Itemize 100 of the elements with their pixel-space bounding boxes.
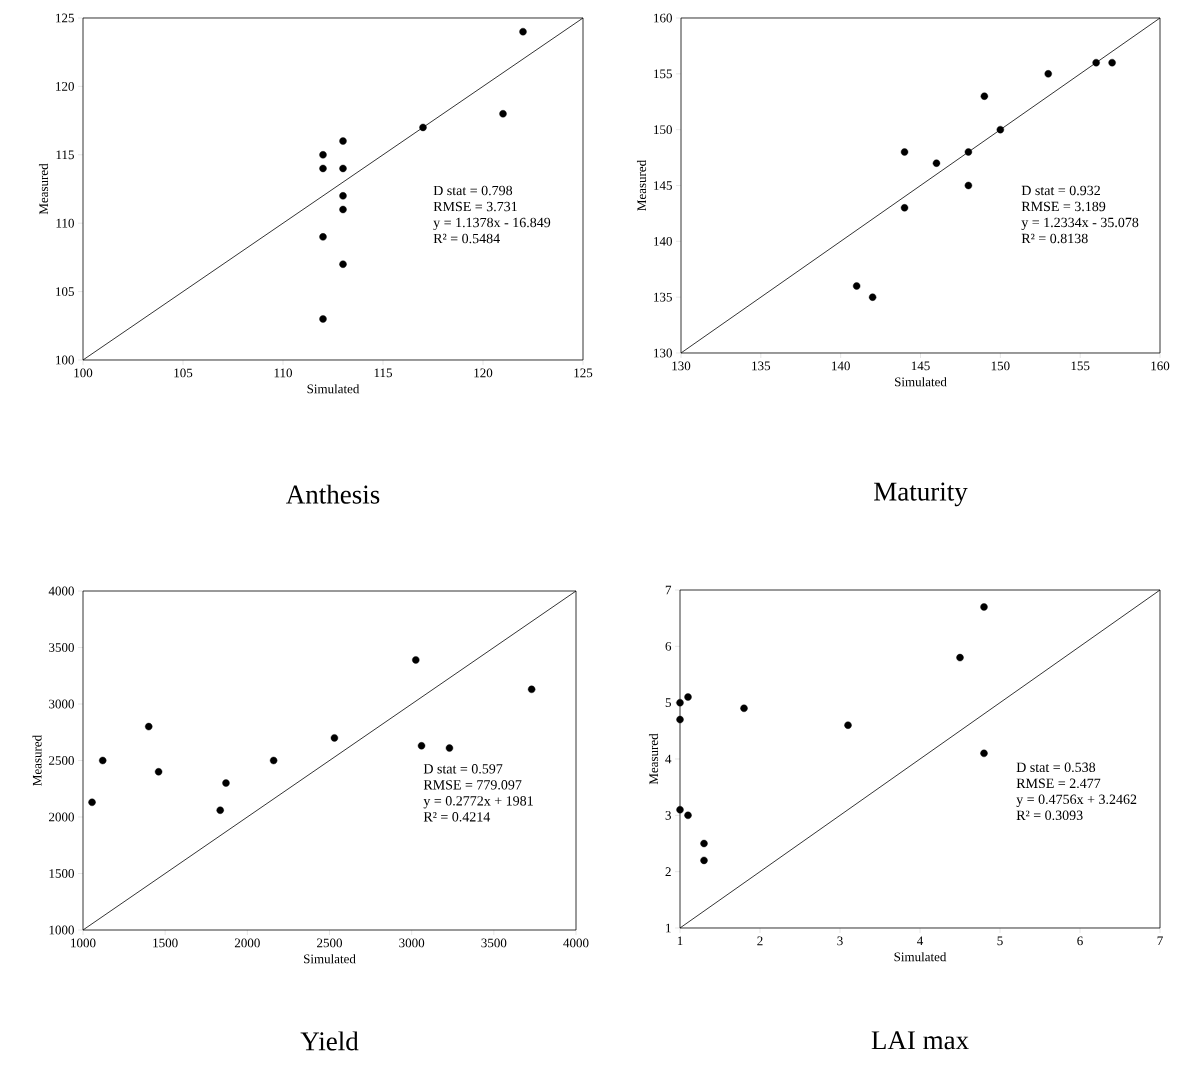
y-tick-label: 4000 [48,586,74,596]
x-tick-label: 160 [1151,361,1170,371]
point [900,204,909,212]
y-axis-title: Measured [38,163,49,215]
annotation: RMSE = 3.189 [1021,201,1106,212]
y-tick-label: 3000 [49,699,74,709]
x-axis-title: Simulated [307,384,360,394]
x-tick-label: 135 [752,361,771,371]
y-axis-title: Measured [32,735,42,786]
x-axis-title: Simulated [895,377,947,387]
annotation: D stat = 0.597 [423,764,503,774]
point [319,151,327,159]
point [676,698,684,707]
y-tick-label: 120 [56,82,74,91]
point [1092,58,1100,67]
y-tick-label: 2500 [49,756,74,765]
y-tick-label: 3500 [49,643,74,652]
x-axis-title: Simulated [304,954,356,964]
point [676,806,684,814]
x-tick-label: 3 [837,936,843,946]
y-tick-label: 2 [665,867,671,876]
point [330,734,339,742]
point [222,779,230,787]
y-tick-label: 140 [654,236,672,246]
y-tick-label: 135 [654,292,672,302]
annotation: R² = 0.3093 [1016,810,1083,821]
y-tick-label: 145 [654,181,672,190]
point [980,749,988,758]
y-tick-label: 4 [665,754,672,764]
y-tick-label: 130 [654,348,672,358]
annotation: RMSE = 3.731 [433,201,517,212]
point [852,282,861,290]
x-tick-label: 7 [1157,936,1163,946]
x-tick-label: 125 [574,368,593,378]
point [339,164,347,173]
x-tick-label: 2 [757,936,763,946]
point [339,260,347,268]
x-tick-label: 145 [911,361,930,371]
x-tick-label: 110 [274,368,293,378]
text: Maturity [874,482,968,507]
y-tick-label: 125 [56,13,74,23]
point [700,839,708,848]
x-tick-label: 2000 [234,938,260,948]
x-tick-label: 140 [832,361,850,371]
point [964,181,973,190]
y-tick-label: 115 [56,150,74,160]
annotation: y = 0.2772x + 1981 [423,796,533,809]
point [964,148,973,156]
point [319,164,327,173]
point [419,123,427,132]
annotation: RMSE = 779.097 [423,780,522,790]
y-tick-label: 150 [654,125,672,135]
x-tick-label: 100 [74,368,93,378]
point [519,27,527,36]
y-tick-label: 160 [654,13,672,23]
point [339,205,347,214]
y-tick-label: 5 [665,698,671,707]
annotation: D stat = 0.932 [1021,185,1100,196]
point [1108,58,1116,67]
annotation: y = 1.2334x - 35.078 [1021,217,1139,231]
x-tick-label: 1500 [153,938,178,948]
point [339,137,347,145]
point [154,768,163,776]
y-tick-label: 155 [654,69,672,79]
point [412,656,420,664]
point [740,704,748,712]
point [88,798,96,807]
point [676,715,684,724]
x-tick-label: 105 [174,368,193,378]
annotation: R² = 0.8138 [1021,233,1088,244]
annotation: R² = 0.4214 [423,812,491,822]
point [527,685,536,694]
point [868,293,877,301]
y-axis-title: Measured [636,160,647,211]
y-tick-label: 105 [56,287,74,296]
point [339,192,347,200]
y-tick-label: 1 [666,923,671,933]
point [216,806,224,814]
point [844,721,852,729]
point [1044,70,1052,78]
annotation: RMSE = 2.477 [1016,778,1101,789]
x-tick-label: 5 [997,936,1003,946]
annotation: R² = 0.5484 [433,233,500,244]
x-tick-label: 3500 [481,938,507,948]
point [956,653,964,662]
y-tick-label: 2000 [49,812,74,822]
x-tick-label: 115 [374,368,393,378]
y-axis-title: Measured [648,733,659,785]
x-tick-label: 130 [672,361,691,371]
text: Yield [300,1031,359,1051]
point [269,756,278,765]
x-tick-label: 4 [917,936,924,946]
point [684,811,692,820]
x-tick-label: 1 [677,936,683,946]
x-tick-label: 150 [991,361,1010,371]
x-tick-label: 2500 [317,938,343,948]
y-tick-label: 1500 [49,869,74,878]
x-tick-label: 3000 [399,938,425,948]
x-tick-label: 6 [1077,936,1083,946]
point [932,159,941,167]
